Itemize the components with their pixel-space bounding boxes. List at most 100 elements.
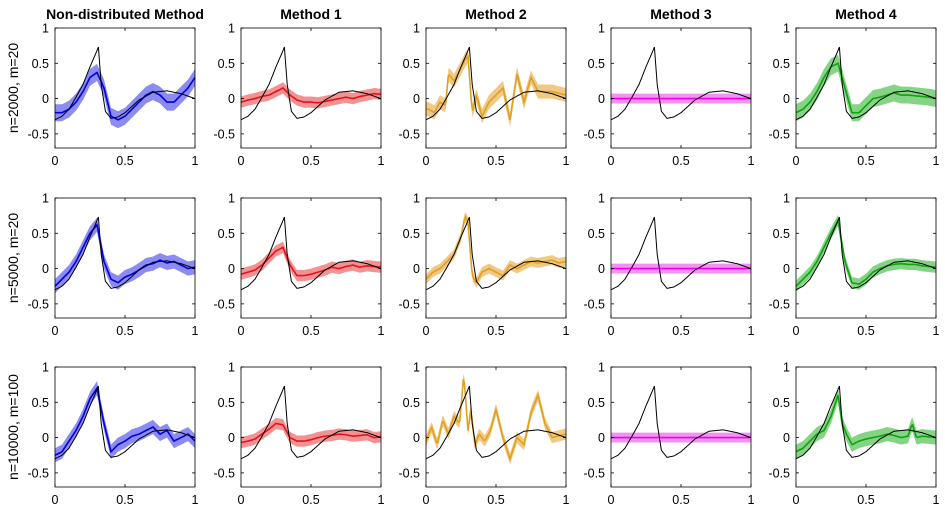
axes-box <box>610 197 752 319</box>
y-tick-label: 1 <box>413 192 420 206</box>
y-tick-label: -0.5 <box>398 297 420 311</box>
y-tick-label: 0 <box>42 92 49 106</box>
y-tick-label: 0 <box>228 431 235 445</box>
panel-r1-c2: 10.50-0.50 0.5 1 <box>398 192 569 339</box>
x-tick-label: 1 <box>378 154 385 168</box>
y-tick-label: 0.5 <box>32 57 49 71</box>
panel-r2-c1: 10.50-0.50 0.5 1 <box>213 361 384 508</box>
row-label: n=2000, m=20 <box>5 43 21 134</box>
uncertainty-band <box>426 373 566 465</box>
x-tick-label: 1 <box>563 493 570 507</box>
y-tick-label: 0 <box>783 431 790 445</box>
x-tick-label: 0.5 <box>672 493 689 507</box>
y-tick-label: 0.5 <box>32 227 49 241</box>
y-tick-label: 0 <box>228 92 235 106</box>
y-tick-label: 0.5 <box>588 227 605 241</box>
true-function-line <box>55 216 195 291</box>
x-tick-label: 0.5 <box>857 154 874 168</box>
x-tick-label: 0.5 <box>302 493 319 507</box>
x-tick-label: 0 <box>793 493 800 507</box>
y-tick-label: 0.5 <box>773 57 790 71</box>
y-tick-label: 1 <box>413 22 420 36</box>
uncertainty-band <box>426 211 566 288</box>
x-tick-label: 0 <box>793 324 800 338</box>
column-title: Method 3 <box>650 6 712 22</box>
y-tick-label: 0 <box>598 431 605 445</box>
panel-r0-c4: 10.50-0.50 0.5 1 <box>768 22 939 169</box>
uncertainty-band <box>55 381 195 463</box>
x-tick-label: 0 <box>52 154 59 168</box>
y-tick-label: 1 <box>413 361 420 375</box>
x-tick-label: 0 <box>423 324 430 338</box>
panel-r2-c0: 10.50-0.50 0.5 1 <box>27 361 198 508</box>
uncertainty-band <box>241 417 381 449</box>
y-tick-label: 0 <box>42 262 49 276</box>
x-tick-label: 1 <box>748 154 755 168</box>
panel-r1-c3: 10.50-0.50 0.5 1 <box>583 192 754 339</box>
true-function-line <box>611 216 751 291</box>
true-function-line <box>611 385 751 460</box>
column-title: Non-distributed Method <box>46 6 204 22</box>
x-tick-label: 1 <box>378 324 385 338</box>
axes-box <box>240 366 382 488</box>
y-tick-label: 0 <box>598 262 605 276</box>
y-tick-label: 1 <box>783 192 790 206</box>
y-tick-label: -0.5 <box>768 127 790 141</box>
y-tick-label: 0.5 <box>218 227 235 241</box>
y-tick-label: 1 <box>783 22 790 36</box>
x-tick-label: 1 <box>563 154 570 168</box>
y-tick-label: 1 <box>42 361 49 375</box>
y-tick-label: -0.5 <box>213 466 235 480</box>
x-tick-label: 0 <box>608 493 615 507</box>
true-function-line <box>796 46 936 121</box>
panel-r0-c3: 10.50-0.50 0.5 1 <box>583 22 754 169</box>
y-tick-label: 0 <box>783 92 790 106</box>
y-tick-label: 1 <box>228 22 235 36</box>
y-tick-label: 0.5 <box>218 396 235 410</box>
true-function-line <box>55 385 195 460</box>
x-tick-label: 0.5 <box>487 324 504 338</box>
y-tick-label: -0.5 <box>27 297 49 311</box>
x-tick-label: 0.5 <box>116 154 133 168</box>
panel-r2-c2: 10.50-0.50 0.5 1 <box>398 361 569 508</box>
true-function-line <box>426 216 566 291</box>
x-tick-label: 0 <box>793 154 800 168</box>
x-tick-label: 0.5 <box>672 324 689 338</box>
x-tick-label: 0 <box>238 324 245 338</box>
y-tick-label: -0.5 <box>583 466 605 480</box>
x-tick-label: 0 <box>423 493 430 507</box>
panel-r1-c1: 10.50-0.50 0.5 1 <box>213 192 384 339</box>
x-tick-label: 0.5 <box>672 154 689 168</box>
y-tick-label: 0 <box>413 431 420 445</box>
y-tick-label: 0 <box>598 92 605 106</box>
x-tick-label: 1 <box>748 324 755 338</box>
column-title: Method 2 <box>465 6 527 22</box>
x-tick-label: 0.5 <box>302 324 319 338</box>
uncertainty-band <box>241 82 381 109</box>
y-tick-label: 0.5 <box>403 227 420 241</box>
panel-r0-c0: 10.50-0.50 0.5 1 <box>27 22 198 169</box>
y-tick-label: 0.5 <box>773 396 790 410</box>
x-tick-label: 0.5 <box>116 324 133 338</box>
x-tick-label: 0 <box>238 154 245 168</box>
true-function-line <box>241 46 381 121</box>
row-label: n=10000, m=100 <box>5 374 21 480</box>
y-tick-label: 0.5 <box>32 396 49 410</box>
axes-box <box>610 27 752 149</box>
x-tick-label: 0.5 <box>857 493 874 507</box>
y-tick-label: 0.5 <box>403 396 420 410</box>
y-tick-label: 0.5 <box>588 396 605 410</box>
estimate-line <box>55 71 195 121</box>
x-tick-label: 0 <box>423 154 430 168</box>
column-title: Method 4 <box>835 6 897 22</box>
axes-box <box>240 197 382 319</box>
uncertainty-band <box>55 217 195 294</box>
y-tick-label: -0.5 <box>27 127 49 141</box>
x-tick-label: 1 <box>933 324 940 338</box>
x-tick-label: 1 <box>192 324 199 338</box>
column-title: Method 1 <box>280 6 342 22</box>
row-label: n=5000, m=20 <box>5 213 21 304</box>
true-function-line <box>611 46 751 121</box>
x-tick-label: 1 <box>192 154 199 168</box>
